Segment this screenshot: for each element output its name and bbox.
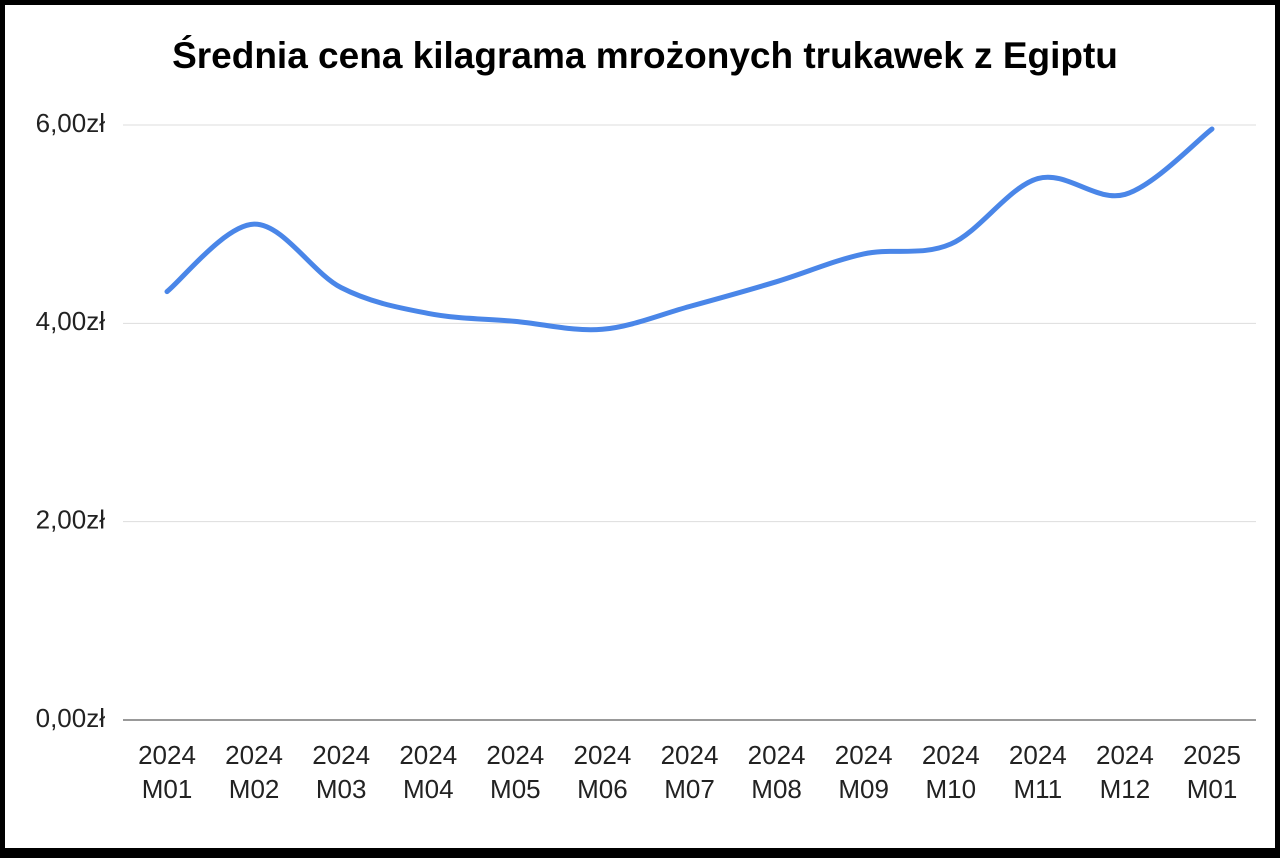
- x-tick-label: 2024 M10: [922, 740, 980, 804]
- x-tick-label: 2024 M05: [486, 740, 544, 804]
- x-tick-label: 2024 M11: [1009, 740, 1067, 804]
- y-tick-label: 4,00zł: [36, 306, 106, 336]
- x-tick-label: 2024 M02: [225, 740, 283, 804]
- x-tick-label: 2024 M01: [138, 740, 196, 804]
- x-tick-label: 2024 M07: [661, 740, 719, 804]
- x-tick-label: 2024 M06: [573, 740, 631, 804]
- data-line: [164, 126, 1215, 333]
- page: Średnia cena kilagrama mrożonych trukawe…: [0, 5, 1280, 858]
- chart: Średnia cena kilagrama mrożonych trukawe…: [5, 5, 1275, 848]
- x-tick-label: 2024 M12: [1096, 740, 1154, 804]
- y-tick-label: 2,00zł: [36, 505, 106, 535]
- y-tick-label: 6,00zł: [36, 108, 106, 138]
- y-tick-label: 0,00zł: [36, 703, 106, 733]
- chart-title: Średnia cena kilagrama mrożonych trukawe…: [172, 34, 1118, 76]
- x-tick-label: 2024 M09: [835, 740, 893, 804]
- x-tick-label: 2024 M08: [748, 740, 806, 804]
- x-tick-label: 2024 M04: [399, 740, 457, 804]
- x-tick-label: 2025 M01: [1183, 740, 1241, 804]
- x-tick-label: 2024 M03: [312, 740, 370, 804]
